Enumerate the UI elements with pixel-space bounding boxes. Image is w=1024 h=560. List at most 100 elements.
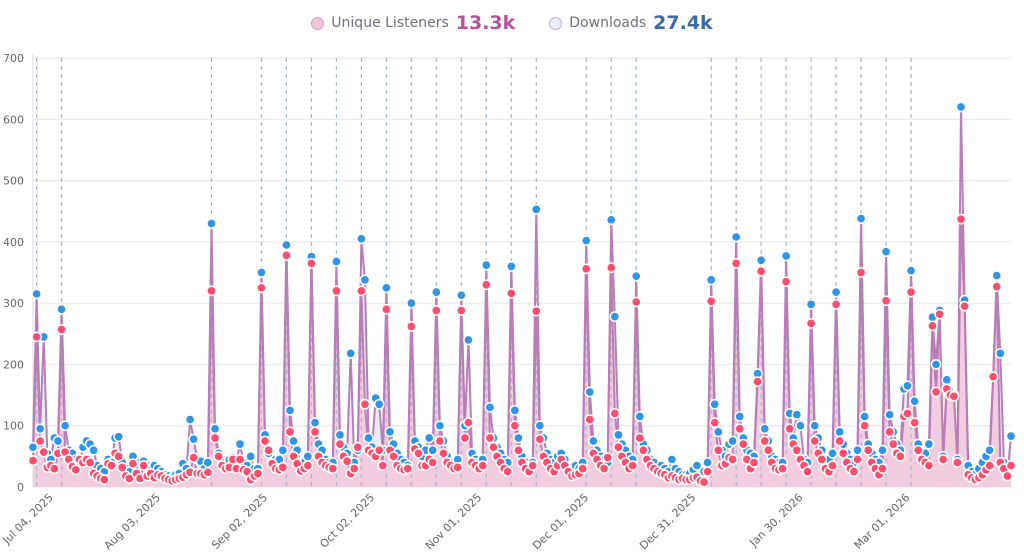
listeners-point xyxy=(955,213,967,225)
downloads-point xyxy=(345,348,357,359)
downloads-point xyxy=(202,457,214,468)
x-tick-label: Aug 03, 2025 xyxy=(102,491,163,552)
downloads-point xyxy=(234,438,246,450)
listeners-point xyxy=(859,420,871,432)
listeners-point xyxy=(902,408,913,419)
listeners-point xyxy=(488,441,499,453)
listeners-point xyxy=(777,463,788,474)
downloads-point xyxy=(609,311,621,322)
listeners-point xyxy=(427,457,439,468)
listeners-point xyxy=(234,454,246,465)
listeners-point xyxy=(252,468,264,479)
downloads-point xyxy=(734,411,746,422)
downloads-point xyxy=(434,420,446,432)
listeners-point xyxy=(455,305,467,316)
downloads-point xyxy=(880,246,892,258)
listeners-point xyxy=(484,432,496,444)
downloads-point xyxy=(755,254,767,266)
x-tick-label: Dec 01, 2025 xyxy=(530,491,591,552)
x-tick-label: Dec 31, 2025 xyxy=(637,491,698,552)
downloads-point xyxy=(909,395,920,407)
listeners-point xyxy=(605,262,617,273)
downloads-point xyxy=(373,398,385,410)
listeners-point xyxy=(827,460,838,471)
listeners-point xyxy=(805,318,817,329)
listeners-point xyxy=(463,417,474,428)
listeners-point xyxy=(106,460,117,471)
listeners-point xyxy=(356,285,367,297)
listeners-point xyxy=(256,282,267,294)
listeners-point xyxy=(331,285,342,297)
listeners-point xyxy=(705,295,717,307)
listeners-point xyxy=(263,444,274,456)
listeners-point xyxy=(281,249,292,261)
x-tick-label: Mar 01, 2026 xyxy=(852,491,913,552)
listeners-point xyxy=(1002,470,1013,482)
downloads-point xyxy=(630,270,642,282)
downloads-point xyxy=(52,435,64,447)
listeners-point xyxy=(852,454,863,465)
listeners-point xyxy=(56,324,67,335)
downloads-point xyxy=(309,417,321,428)
listeners-point xyxy=(202,466,214,478)
downloads-point xyxy=(730,231,742,243)
downloads-point xyxy=(277,444,289,456)
listeners-point xyxy=(834,435,846,447)
downloads-point xyxy=(480,259,492,271)
downloads-point xyxy=(509,405,521,416)
legend-total-downloads: 27.4k xyxy=(653,12,713,34)
listeners-point xyxy=(530,305,542,317)
listeners-point xyxy=(213,451,224,462)
legend-item-downloads[interactable]: Downloads 27.4k xyxy=(549,12,713,34)
listeners-point xyxy=(880,295,892,307)
y-tick-label: 700 xyxy=(3,52,24,65)
listeners-point xyxy=(638,444,649,456)
listeners-point xyxy=(730,257,742,269)
downloads-point xyxy=(188,433,199,445)
downloads-point xyxy=(484,401,496,413)
listeners-point xyxy=(905,286,917,298)
listeners-point xyxy=(952,457,963,468)
listeners-point xyxy=(748,457,760,468)
listeners-point xyxy=(877,463,888,474)
listeners-point xyxy=(984,460,995,471)
listeners-point xyxy=(934,308,945,320)
downloads-swatch-icon xyxy=(549,16,563,30)
downloads-point xyxy=(256,267,267,278)
listeners-point xyxy=(341,455,353,467)
listeners-point xyxy=(381,303,392,315)
downloads-point xyxy=(56,303,67,315)
y-tick-label: 0 xyxy=(17,481,24,494)
downloads-point xyxy=(795,420,806,432)
y-tick-label: 600 xyxy=(3,113,24,126)
downloads-point xyxy=(245,451,257,462)
listeners-point xyxy=(38,446,50,458)
listeners-point xyxy=(31,331,42,343)
downloads-point xyxy=(206,218,217,229)
listeners-point xyxy=(99,474,110,485)
legend-item-listeners[interactable]: Unique Listeners 13.3k xyxy=(311,12,515,34)
listeners-point xyxy=(327,463,339,474)
x-tick-label: Nov 01, 2025 xyxy=(423,491,484,552)
downloads-point xyxy=(994,348,1006,359)
downloads-point xyxy=(113,431,125,443)
downloads-point xyxy=(712,426,724,438)
listeners-point xyxy=(334,438,346,450)
listeners-point xyxy=(430,305,442,316)
listeners-point xyxy=(755,265,767,277)
listeners-point xyxy=(937,454,949,465)
listeners-point xyxy=(577,463,589,474)
downloads-point xyxy=(430,286,442,298)
downloads-point xyxy=(59,420,71,432)
downloads-point xyxy=(463,334,474,346)
listeners-point xyxy=(127,458,139,470)
listeners-point xyxy=(480,279,492,291)
x-tick-label: Sep 02, 2025 xyxy=(209,491,270,552)
downloads-point xyxy=(859,411,871,422)
listeners-point xyxy=(138,460,149,471)
y-tick-label: 200 xyxy=(3,358,24,371)
listeners-point xyxy=(406,321,417,332)
listeners-point xyxy=(527,460,539,471)
downloads-point xyxy=(406,297,417,309)
listeners-point xyxy=(909,417,920,428)
